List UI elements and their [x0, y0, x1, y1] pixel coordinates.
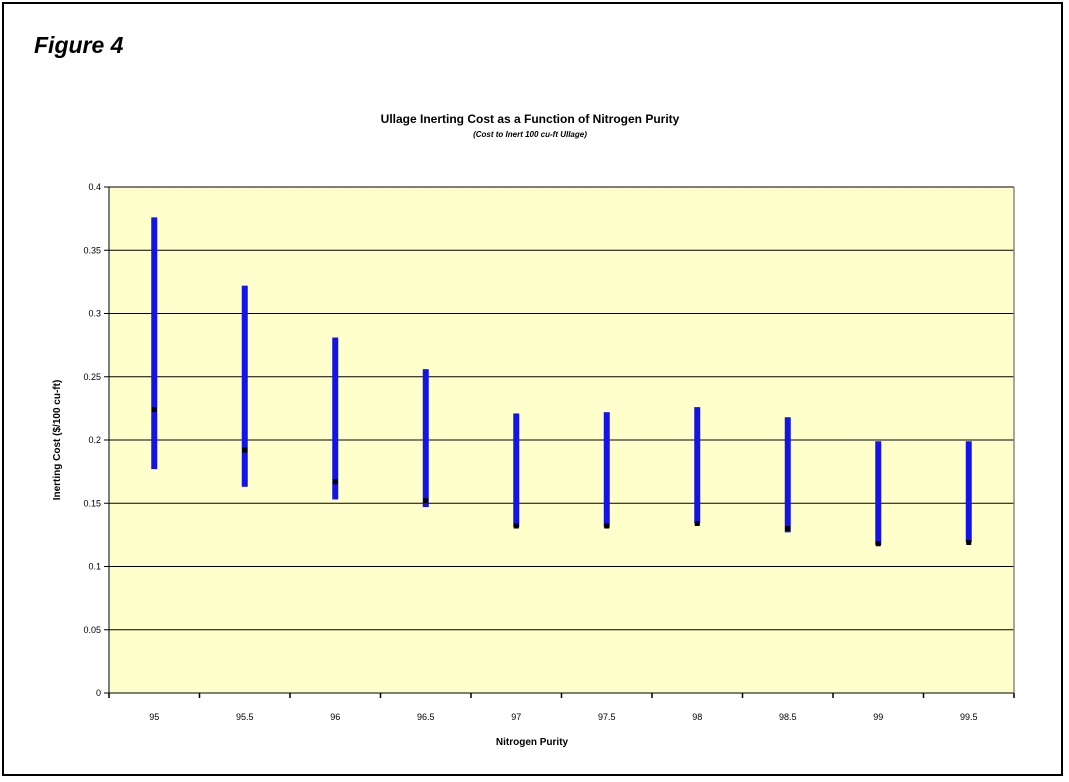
range-bars — [151, 217, 972, 545]
chart-title: Ullage Inerting Cost as a Function of Ni… — [381, 112, 680, 126]
range-bar — [332, 337, 339, 500]
y-tick-label: 0.15 — [83, 498, 101, 508]
marker-point — [966, 539, 972, 545]
marker-point — [242, 447, 248, 453]
marker-point — [513, 523, 519, 529]
x-axis-ticks: 95 95.5 96 96.5 97 97.5 98 98.5 99 99.5 — [108, 693, 1015, 722]
marker-point — [604, 523, 610, 529]
range-bar — [603, 412, 610, 528]
marker-point — [694, 520, 700, 526]
marker-point — [423, 498, 429, 504]
range-bar — [965, 441, 972, 543]
y-axis-label: Inerting Cost ($/100 cu-ft) — [52, 380, 63, 501]
marker-point — [151, 407, 157, 413]
x-tick-label: 95 — [149, 712, 159, 722]
x-tick-label: 98.5 — [779, 712, 797, 722]
y-tick-label: 0.3 — [88, 309, 101, 319]
y-tick-label: 0.1 — [88, 562, 101, 572]
x-tick-label: 99.5 — [960, 712, 978, 722]
x-tick-label: 99 — [873, 712, 883, 722]
x-tick-label: 97 — [511, 712, 521, 722]
chart-subtitle: (Cost to Inert 100 cu-ft Ullage) — [473, 130, 587, 139]
x-tick-label: 95.5 — [236, 712, 254, 722]
range-bar — [694, 407, 701, 524]
y-tick-label: 0 — [96, 688, 101, 698]
x-tick-label: 97.5 — [598, 712, 616, 722]
y-tick-label: 0.05 — [83, 625, 101, 635]
range-bar — [784, 417, 791, 533]
range-bar — [422, 369, 429, 508]
y-tick-label: 0.2 — [88, 435, 101, 445]
range-bar — [241, 285, 248, 487]
figure-label: Figure 4 — [34, 32, 124, 58]
marker-point — [875, 541, 881, 547]
y-tick-label: 0.35 — [83, 245, 101, 255]
y-tick-label: 0.4 — [88, 182, 101, 192]
range-bar — [513, 413, 520, 528]
range-bar — [151, 217, 158, 470]
range-bar — [875, 441, 882, 545]
marker-point — [785, 526, 791, 532]
marker-point — [332, 479, 338, 485]
x-tick-label: 98 — [692, 712, 702, 722]
x-axis-label: Nitrogen Purity — [496, 737, 569, 748]
x-tick-label: 96 — [330, 712, 340, 722]
gridlines — [109, 186, 1014, 631]
y-axis-ticks: 0 0.05 0.1 0.15 0.2 0.25 0.3 0.35 0.4 — [83, 182, 109, 698]
markers — [151, 407, 972, 547]
x-tick-label: 96.5 — [417, 712, 435, 722]
y-tick-label: 0.25 — [83, 372, 101, 382]
